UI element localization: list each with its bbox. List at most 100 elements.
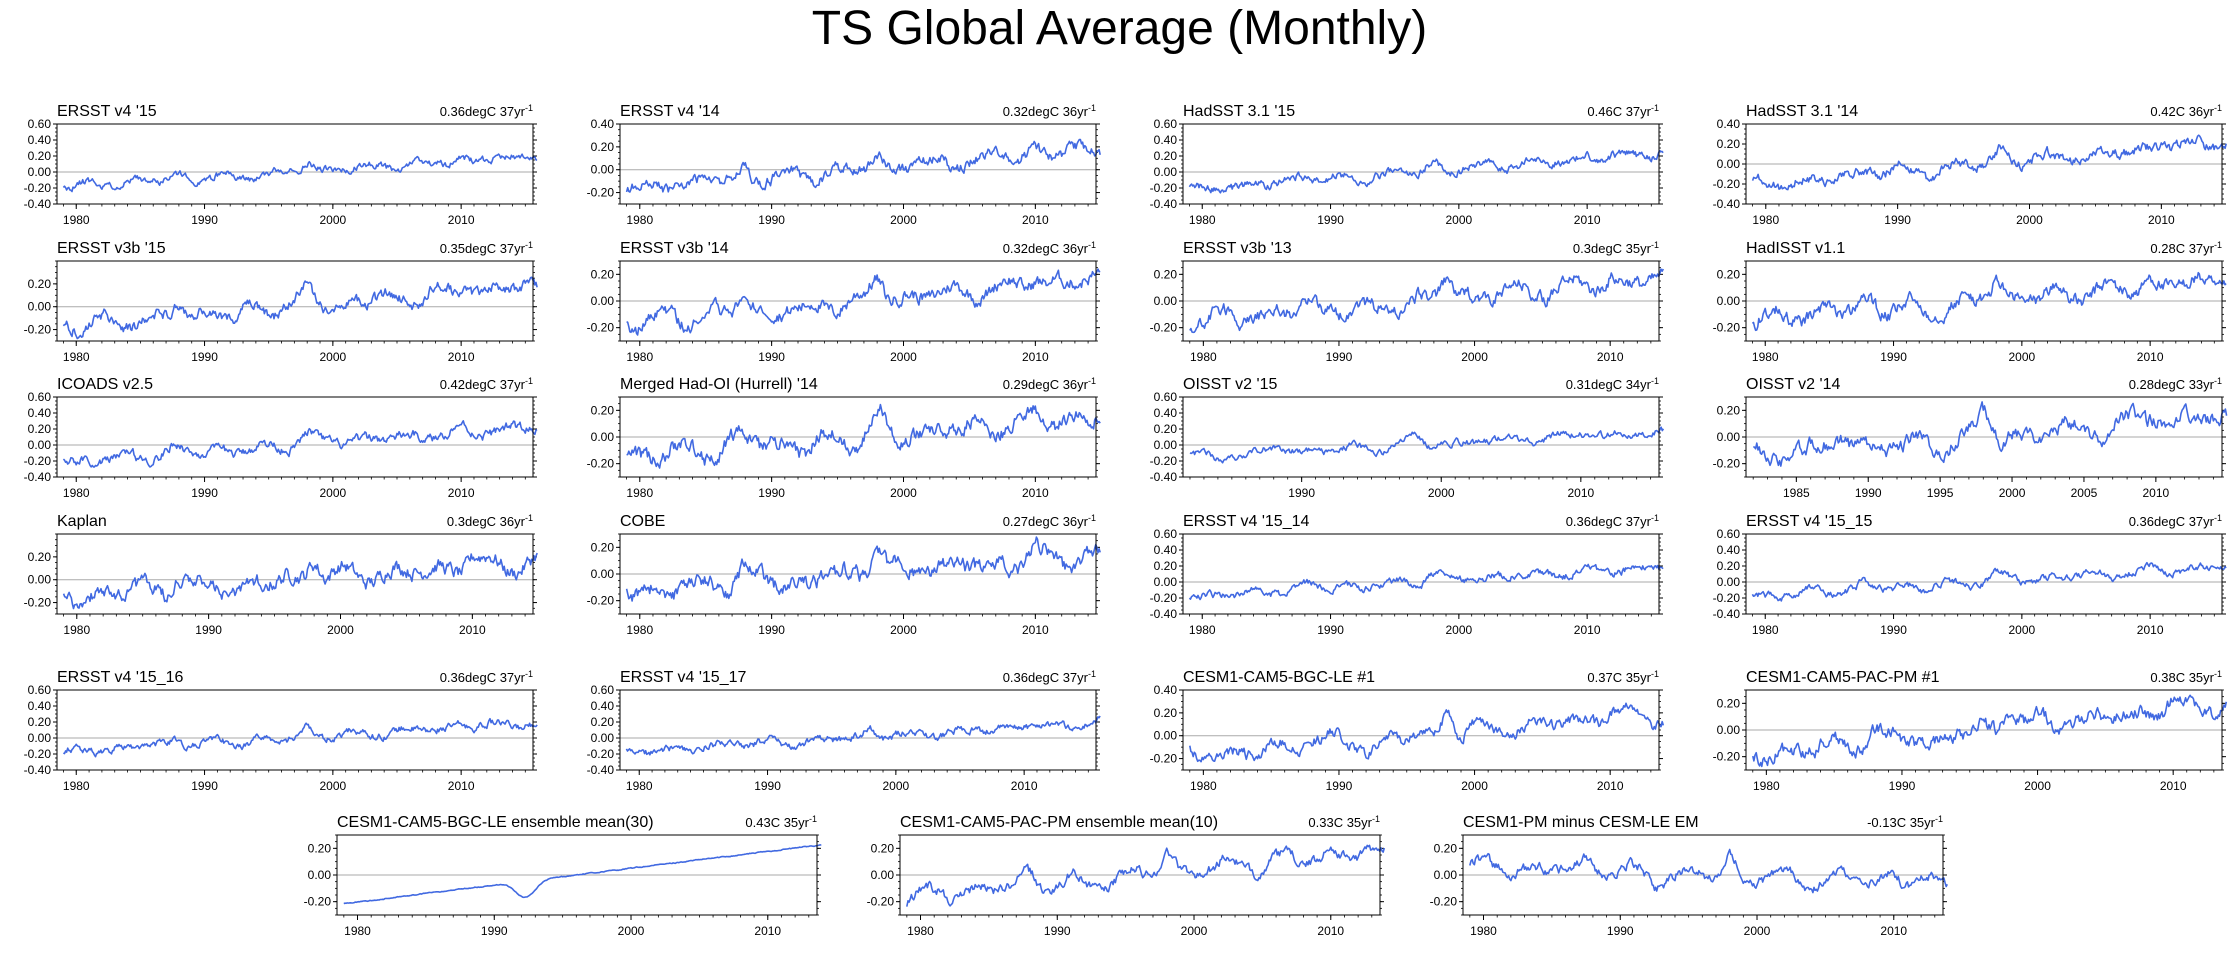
x-tick-label: 2000 <box>618 924 645 938</box>
chart-panel: ERSST v3b '13 0.3degC 35yr-1 -0.20 0.00 0.20… <box>1150 240 1665 364</box>
x-tick-label: 1990 <box>481 924 508 938</box>
x-tick-label: 2000 <box>1428 486 1455 500</box>
y-tick-label: 0.40 <box>1154 406 1178 420</box>
y-tick-label: 0.40 <box>1154 543 1178 557</box>
y-tick-label: 0.40 <box>591 699 615 713</box>
chart-panel: ICOADS v2.5 0.42degC 37yr-1 -0.40 -0.20 0.00… <box>24 376 538 500</box>
panel-title: CESM1-CAM5-PAC-PM ensemble mean(10) <box>900 814 1218 831</box>
y-tick-label: -0.40 <box>1150 470 1178 484</box>
plot-frame <box>1182 396 1660 478</box>
x-tick-label: 2010 <box>1022 350 1049 364</box>
y-tick-label: 0.20 <box>1154 267 1178 281</box>
x-tick-label: 1980 <box>907 924 934 938</box>
x-tick-label: 1990 <box>1880 623 1907 637</box>
trend-label: 0.36degC 37yr-1 <box>440 669 533 685</box>
y-tick-label: 0.00 <box>308 868 332 882</box>
y-tick-label: -0.20 <box>24 323 52 337</box>
panel-title: ERSST v4 '15 <box>57 103 157 120</box>
series-line <box>1469 848 1949 894</box>
x-tick-label: 2010 <box>1880 924 1907 938</box>
y-tick-label: 0.00 <box>28 300 52 314</box>
y-tick-label: 0.00 <box>1154 438 1178 452</box>
y-tick-label: -0.20 <box>587 594 615 608</box>
x-tick-label: 2010 <box>448 779 475 793</box>
x-tick-label: 2010 <box>1022 623 1049 637</box>
series-line <box>62 153 538 193</box>
trend-label: 0.29degC 36yr-1 <box>1003 376 1096 392</box>
y-tick-label: -0.20 <box>24 181 52 195</box>
chart-panel: ERSST v4 '15_15 0.36degC 37yr-1 -0.40 -0.20… <box>1713 513 2227 637</box>
chart-panel: HadISST v1.1 0.28C 37yr-1 -0.20 0.00 0.20 198… <box>1713 240 2227 364</box>
y-tick-label: -0.20 <box>587 321 615 335</box>
chart-panel: CESM1-CAM5-PAC-PM #1 0.38C 35yr-1 -0.20 0.0… <box>1713 669 2228 793</box>
y-tick-label: -0.40 <box>1150 197 1178 211</box>
y-tick-label: -0.40 <box>1713 197 1741 211</box>
x-tick-label: 1980 <box>1752 213 1779 227</box>
plot-frame <box>1745 396 2223 478</box>
y-tick-label: -0.20 <box>1150 321 1178 335</box>
trend-label: 0.31degC 34yr-1 <box>1566 376 1659 392</box>
y-tick-label: 0.40 <box>28 133 52 147</box>
chart-panel: CESM1-PM minus CESM-LE EM -0.13C 35yr-1 -0… <box>1430 814 1949 938</box>
x-tick-label: 1980 <box>63 779 90 793</box>
x-tick-label: 2010 <box>2137 350 2164 364</box>
panel-title: HadSST 3.1 '15 <box>1183 103 1295 120</box>
x-tick-label: 2000 <box>890 623 917 637</box>
x-tick-label: 1990 <box>1884 213 1911 227</box>
x-tick-label: 1990 <box>1044 924 1071 938</box>
panel-title: ERSST v4 '15_14 <box>1183 513 1309 530</box>
y-tick-label: -0.40 <box>24 197 52 211</box>
x-tick-label: 2000 <box>2008 350 2035 364</box>
panel-title: OISST v2 '15 <box>1183 376 1277 393</box>
series-line <box>1189 426 1665 464</box>
x-tick-label: 2000 <box>890 486 917 500</box>
x-tick-label: 1980 <box>1470 924 1497 938</box>
y-tick-label: 0.40 <box>1717 117 1741 131</box>
trend-label: 0.28degC 33yr-1 <box>2129 376 2222 392</box>
trend-label: 0.3degC 35yr-1 <box>1573 240 1659 256</box>
plot-frame <box>619 123 1097 205</box>
x-tick-label: 2000 <box>319 779 346 793</box>
y-tick-label: 0.00 <box>1154 294 1178 308</box>
y-tick-label: 0.00 <box>1154 729 1178 743</box>
x-tick-label: 1990 <box>1326 779 1353 793</box>
y-tick-label: -0.20 <box>24 596 52 610</box>
series-line <box>1188 563 1664 601</box>
y-tick-label: 0.00 <box>591 731 615 745</box>
x-tick-label: 2000 <box>1461 779 1488 793</box>
x-tick-label: 2000 <box>327 623 354 637</box>
x-tick-label: 1980 <box>1190 350 1217 364</box>
series-line <box>1751 134 2227 191</box>
chart-panel: CESM1-CAM5-BGC-LE #1 0.37C 35yr-1 -0.20 0.0… <box>1150 669 1665 793</box>
y-tick-label: 0.20 <box>591 140 615 154</box>
x-tick-label: 1980 <box>1752 623 1779 637</box>
x-tick-label: 2010 <box>448 486 475 500</box>
y-tick-label: 0.20 <box>308 841 332 855</box>
x-tick-label: 2000 <box>2024 779 2051 793</box>
chart-panel: HadSST 3.1 '15 0.46C 37yr-1 -0.40 -0.20 0.00… <box>1150 103 1664 227</box>
series-line <box>1751 561 2227 602</box>
plot-frame <box>56 533 534 615</box>
x-tick-label: 1985 <box>1783 486 1810 500</box>
x-tick-label: 2010 <box>448 350 475 364</box>
x-tick-label: 1980 <box>626 213 653 227</box>
y-tick-label: 0.20 <box>1717 696 1741 710</box>
y-tick-label: 0.20 <box>1154 149 1178 163</box>
y-tick-label: 0.00 <box>1154 575 1178 589</box>
x-tick-label: 2010 <box>1574 623 1601 637</box>
x-tick-label: 1990 <box>191 486 218 500</box>
plot-frame <box>1745 533 2223 615</box>
x-tick-label: 1990 <box>191 350 218 364</box>
trend-label: 0.28C 37yr-1 <box>2150 240 2222 256</box>
series-line <box>62 552 538 610</box>
trend-label: 0.32degC 36yr-1 <box>1003 103 1096 119</box>
y-tick-label: 0.60 <box>591 683 615 697</box>
y-tick-label: -0.20 <box>587 747 615 761</box>
panel-title: ERSST v4 '15_16 <box>57 669 183 686</box>
x-tick-label: 2010 <box>1011 779 1038 793</box>
x-tick-label: 2000 <box>1744 924 1771 938</box>
y-tick-label: 0.20 <box>28 422 52 436</box>
x-tick-label: 2000 <box>890 350 917 364</box>
y-tick-label: 0.00 <box>871 868 895 882</box>
